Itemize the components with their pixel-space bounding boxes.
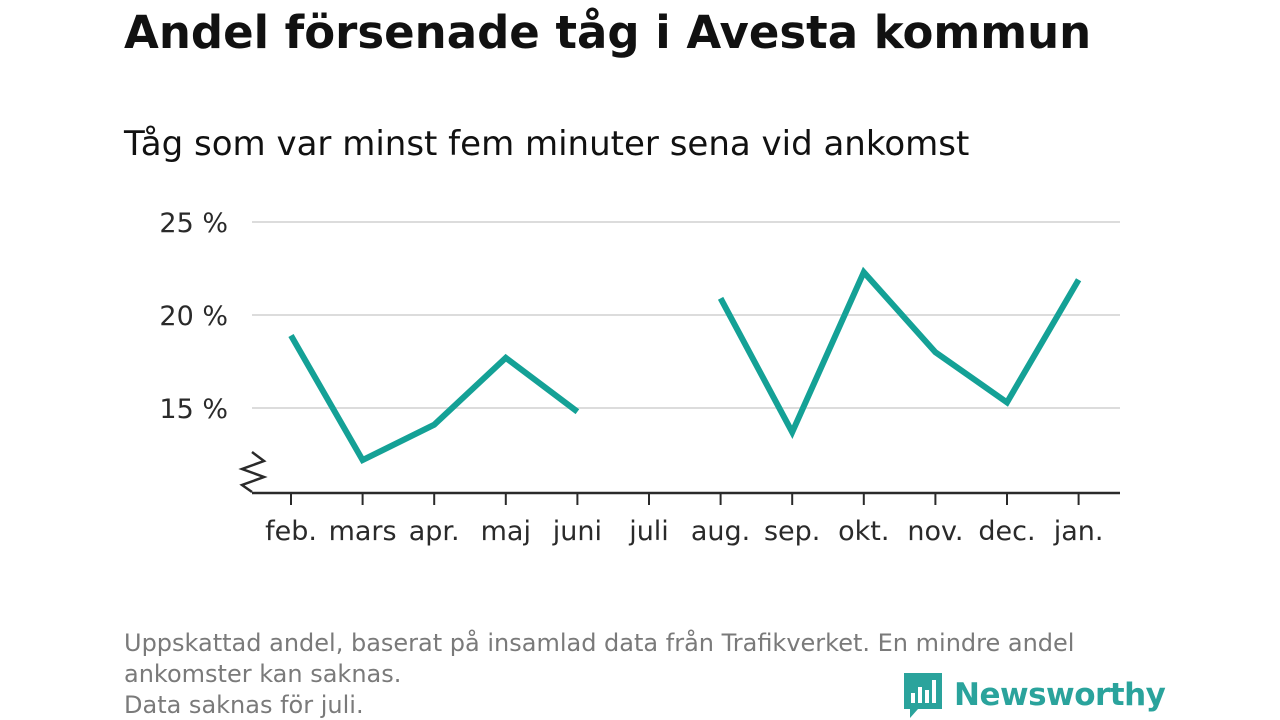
x-tick-label: jan. (1053, 516, 1104, 547)
logo-text: Newsworthy (954, 677, 1166, 713)
x-tick-label: nov. (907, 516, 963, 547)
x-tick-label: maj (481, 516, 531, 547)
x-tick-label: juni (552, 516, 602, 547)
footnote: Uppskattad andel, baserat på insamlad da… (124, 628, 1164, 720)
y-tick-label: 25 % (159, 208, 228, 239)
x-tick-label: aug. (691, 516, 750, 547)
x-axis: feb. mars apr. maj juni juli aug. sep. okt. nov. d… (252, 491, 1120, 547)
chart-subtitle: Tåg som var minst fem minuter sena vid a… (124, 124, 970, 164)
x-tick-label: juli (628, 516, 669, 547)
bar-chart-speech-bubble-icon (904, 673, 942, 718)
line-chart: 15 % 20 % 25 % feb. mars apr. maj juni juli aug.… (159, 208, 1120, 547)
newsworthy-logo: Newsworthy (902, 670, 1166, 720)
x-tick-label: dec. (978, 516, 1035, 547)
x-tick-label: feb. (265, 516, 317, 547)
series-lines (288, 266, 1082, 465)
chart-title: Andel försenade tåg i Avesta kommun (124, 6, 1092, 59)
x-tick-label: apr. (409, 516, 460, 547)
y-tick-label: 15 % (159, 394, 228, 425)
grid-lines (252, 221, 1120, 409)
series-line-segment (717, 266, 1082, 440)
footnote-line-3: Data saknas för juli. (124, 691, 364, 719)
axis-break-icon (238, 451, 268, 494)
x-tick-label: mars (329, 516, 397, 547)
series-line-segment (288, 334, 580, 465)
y-axis: 15 % 20 % 25 % (159, 208, 268, 494)
x-tick-label: okt. (838, 516, 889, 547)
footnote-line-2: ankomster kan saknas. (124, 660, 402, 688)
x-tick-label: sep. (764, 516, 820, 547)
footnote-line-1: Uppskattad andel, baserat på insamlad da… (124, 629, 1075, 657)
y-tick-label: 20 % (159, 301, 228, 332)
